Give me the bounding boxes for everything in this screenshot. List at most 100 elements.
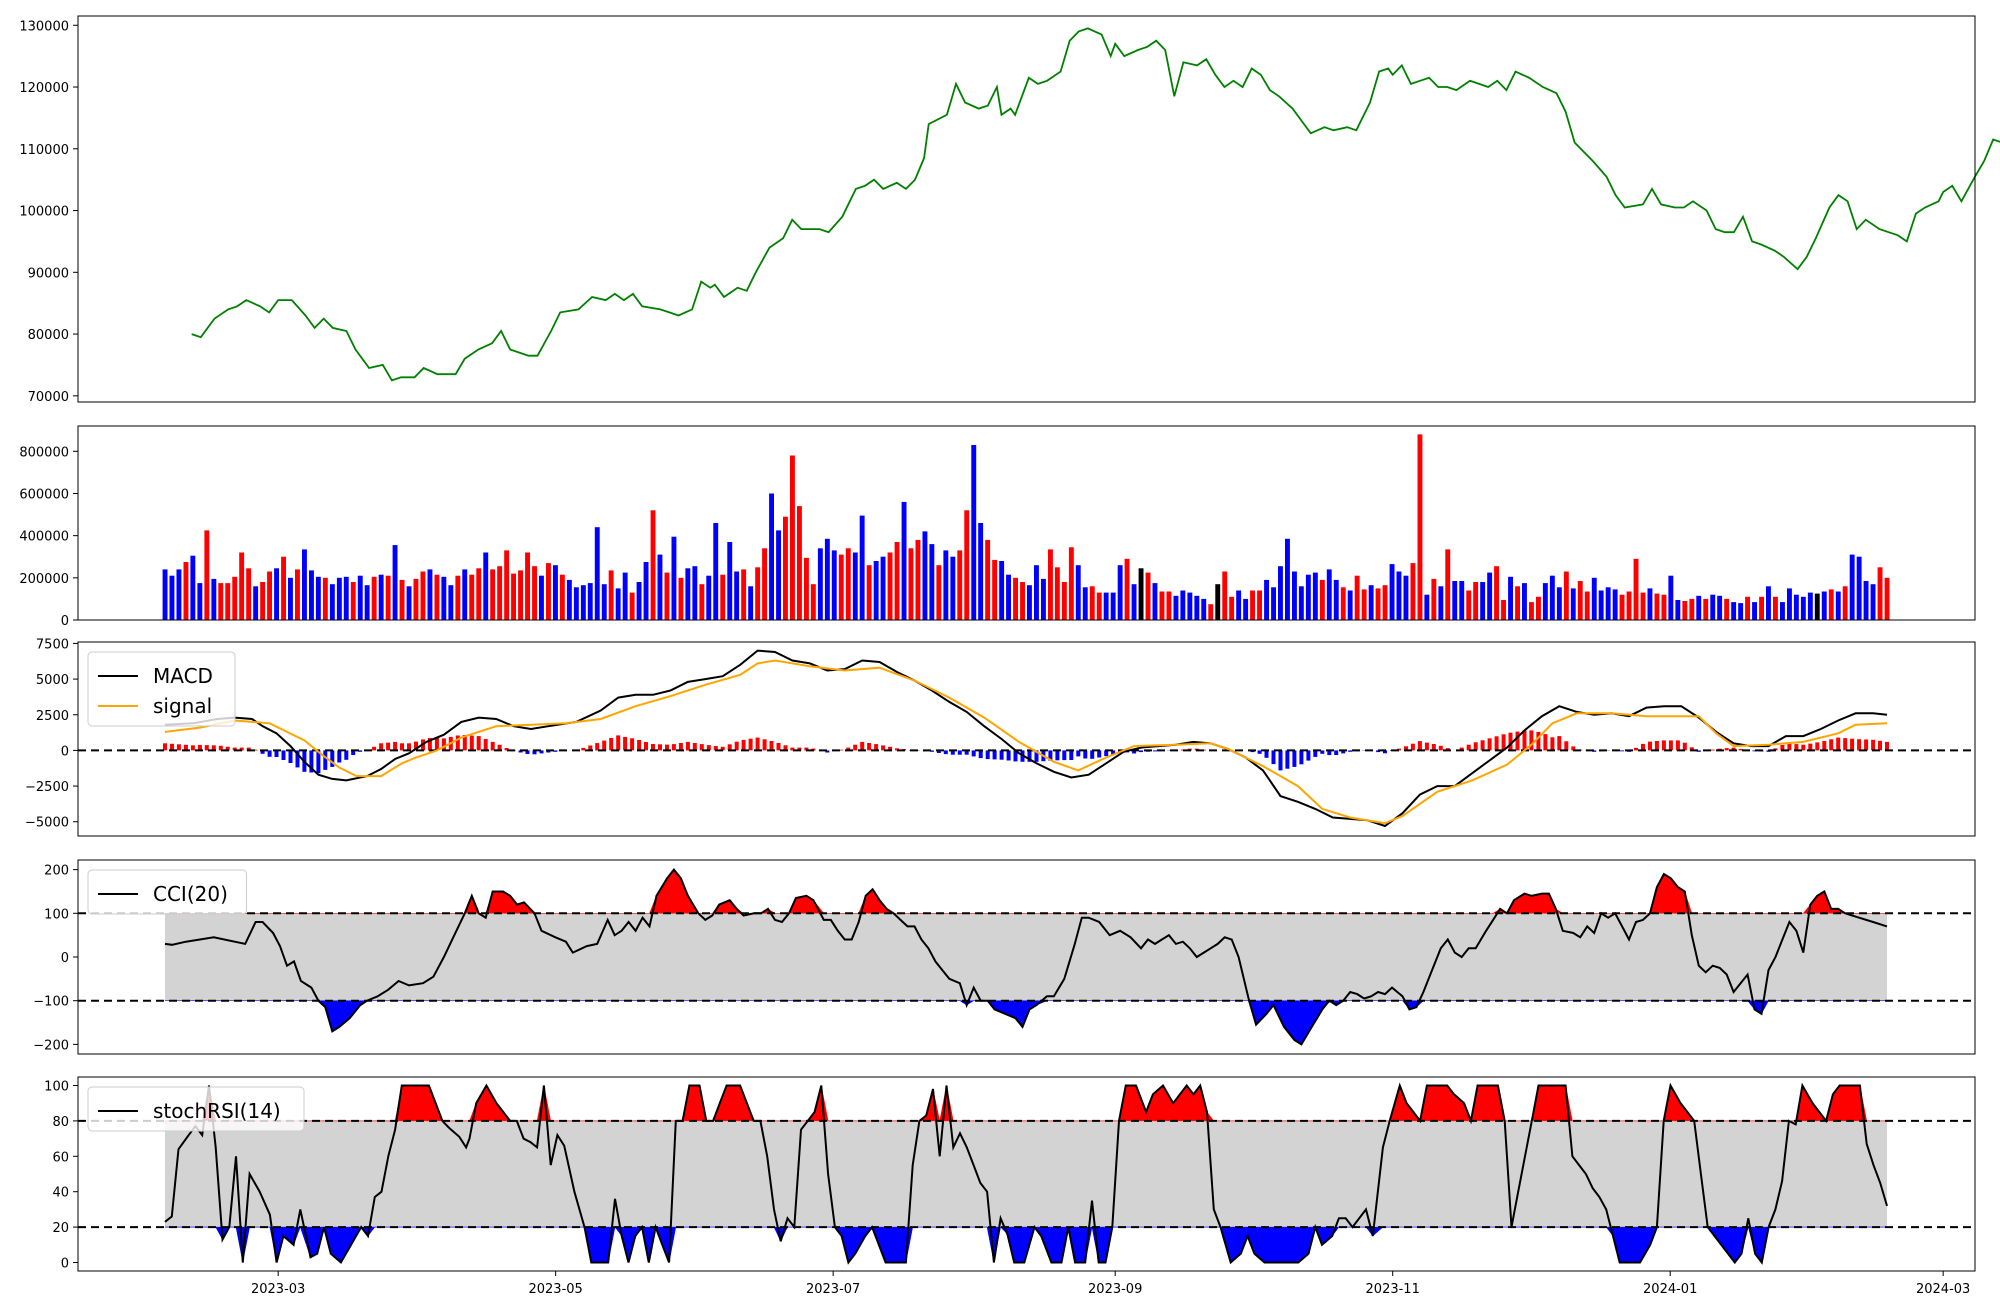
volume-bar (1773, 596, 1778, 620)
volume-bar (420, 571, 426, 620)
macd-histogram-bar (1292, 750, 1297, 767)
volume-bar (1208, 604, 1214, 620)
macd-panel: −5000 −2500 0 2500 5000 7500 MACD signal (25, 637, 1975, 831)
volume-bar (1034, 565, 1039, 620)
macd-histogram-bar (1104, 750, 1109, 757)
volume-bar (1849, 554, 1855, 620)
volume-bar (915, 539, 921, 620)
macd-histogram-bar (581, 747, 586, 751)
volume-bar (929, 544, 935, 620)
x-tick-label: 2023-03 (251, 1282, 305, 1297)
cci-ytick-label: 100 (44, 907, 69, 922)
volume-bar (1668, 575, 1674, 620)
volume-bar (1117, 565, 1123, 620)
volume-bar (1152, 583, 1158, 620)
price-ytick-label: 80000 (28, 328, 69, 343)
stochrsi-ytick-label: 40 (52, 1186, 69, 1201)
volume-bar (1068, 547, 1074, 621)
cci-ytick-label: 200 (44, 864, 69, 879)
macd-histogram-bar (232, 747, 237, 751)
cci-ytick-label: −200 (33, 1038, 69, 1053)
volume-bar (497, 566, 503, 620)
macd-histogram-bar (1271, 750, 1276, 765)
volume-bar (288, 577, 293, 620)
volume-bar (1807, 592, 1813, 620)
macd-histogram-bar (630, 738, 635, 751)
macd-histogram-bar (358, 750, 363, 752)
volume-bar (769, 493, 774, 620)
volume-bar (1396, 571, 1402, 620)
volume-bar (636, 582, 642, 620)
volume-bar (1501, 600, 1506, 620)
x-tick-label: 2024-01 (1643, 1282, 1697, 1297)
macd-histogram-bar (888, 746, 893, 751)
volume-bar (364, 585, 370, 620)
volume-bar (525, 552, 530, 620)
volume-bar (225, 583, 231, 620)
volume-bar (1473, 582, 1479, 620)
volume-bar (1731, 602, 1737, 620)
macd-histogram-bar (1550, 737, 1555, 751)
x-tick-label: 2024-03 (1916, 1282, 1970, 1297)
macd-histogram-bar (1885, 741, 1889, 751)
macd-histogram-bar (1006, 750, 1011, 761)
volume-bar (1452, 581, 1458, 620)
volume-bar (1766, 586, 1771, 620)
volume-bar (720, 574, 726, 620)
stochrsi-ytick-label: 80 (52, 1115, 69, 1130)
volume-bar (748, 586, 754, 620)
macd-histogram-bar (1878, 740, 1882, 751)
volume-bar (1689, 598, 1695, 620)
volume-bar (1445, 549, 1451, 620)
macd-histogram-bar (1264, 750, 1269, 758)
macd-histogram-bar (344, 750, 349, 760)
macd-histogram-bar (309, 750, 314, 773)
macd-histogram-bar (1111, 750, 1116, 755)
macd-histogram-bar (839, 749, 844, 751)
macd-histogram-bar (685, 741, 690, 751)
volume-bar (1738, 603, 1744, 620)
macd-histogram-bar (1843, 738, 1848, 751)
volume-bar (1292, 571, 1297, 620)
macd-histogram-bar (1034, 750, 1039, 762)
stochrsi-panel: 0 20 40 60 80 100 stochRSI(14) (44, 1079, 1975, 1272)
signal-line (164, 659, 1888, 825)
volume-bar (329, 584, 335, 620)
macd-histogram-bar (1641, 743, 1645, 751)
volume-bar (999, 561, 1005, 620)
macd-histogram-bar (1090, 750, 1095, 759)
volume-bar (657, 554, 663, 620)
macd-histogram-bar (1557, 736, 1562, 751)
volume-bar (573, 587, 579, 620)
cci-frame (77, 859, 1976, 1055)
macd-histogram-bar (281, 750, 286, 760)
volume-bar (566, 579, 572, 620)
volume-bar (1006, 574, 1011, 620)
macd-histogram-bar (1069, 750, 1074, 760)
price-ytick-label: 100000 (19, 205, 69, 220)
volume-ytick-label: 400000 (19, 530, 69, 545)
macd-histogram-bar (1654, 741, 1659, 751)
volume-bar (532, 566, 537, 620)
stochrsi-band (165, 1120, 1887, 1228)
volume-bar (246, 568, 252, 620)
volume-bar (790, 455, 795, 620)
volume-bar (587, 583, 593, 620)
volume-bar (608, 570, 614, 620)
volume-bar (1710, 594, 1716, 620)
volume-bar (859, 515, 865, 620)
macd-histogram-bar (1829, 739, 1834, 751)
volume-bar (957, 550, 963, 620)
macd-histogram-bar (769, 741, 774, 751)
macd-histogram-bar (539, 750, 544, 754)
volume-bar (476, 568, 482, 620)
volume-bar (901, 501, 907, 620)
macd-histogram-bar (1431, 744, 1436, 751)
macd-histogram-bar (651, 744, 655, 751)
macd-histogram-bar (602, 740, 607, 751)
macd-histogram-bar (867, 743, 872, 751)
stochrsi-line (164, 1082, 1888, 1265)
macd-histogram-bar (1668, 740, 1673, 751)
macd-histogram-bar (658, 744, 662, 751)
